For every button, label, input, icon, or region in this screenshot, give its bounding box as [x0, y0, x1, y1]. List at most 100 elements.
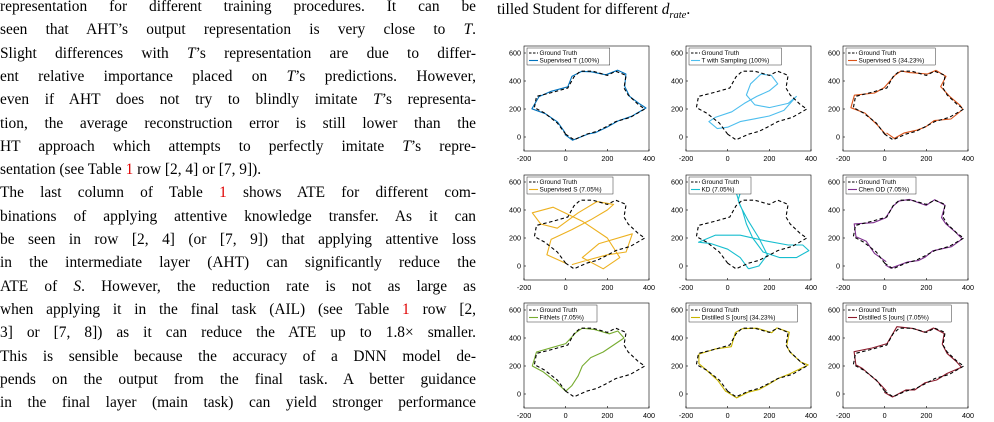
x-tick-label: 400: [962, 283, 974, 292]
x-tick-label: 200: [920, 283, 932, 292]
y-tick-label: 200: [828, 105, 840, 114]
legend-label-ground-truth: Ground Truth: [859, 179, 897, 186]
estimated-trajectory: [531, 201, 633, 270]
y-tick-label: 400: [671, 206, 683, 215]
body-text-line: ent relative importance placed on T’s pr…: [0, 68, 476, 86]
y-tick-label: 400: [828, 206, 840, 215]
body-text-line: representation for different training pr…: [0, 0, 476, 16]
y-tick-label: 600: [671, 49, 683, 58]
y-tick-label: 600: [509, 49, 521, 58]
x-tick-label: -200: [679, 154, 693, 163]
y-tick-label: 0: [679, 262, 683, 271]
legend-label-estimate: KD (7.05%): [702, 187, 735, 194]
table-reference-link[interactable]: 1: [125, 161, 134, 179]
body-text-line: binations of applying attentive knowledg…: [0, 208, 476, 226]
body-text-line: The last column of Table 1 shows ATE for…: [0, 184, 476, 202]
text-run: ATE of: [0, 277, 74, 295]
x-tick-label: 200: [920, 154, 932, 163]
y-tick-label: 400: [671, 77, 683, 86]
legend-label-ground-truth: Ground Truth: [702, 307, 740, 314]
body-text-line: when applying it in the final task (AIL)…: [0, 301, 476, 319]
text-run: T: [373, 91, 382, 109]
body-text-line: Slight differences with T’s representati…: [0, 45, 476, 63]
axes-box: [523, 174, 650, 281]
x-tick-label: 200: [920, 411, 932, 420]
text-run: HT approach which attempts to perfectly …: [0, 137, 403, 155]
trajectory-plot: -200 0 200 400 0 200 400 600 Ground Truth Supervi…: [509, 174, 655, 294]
figure-column: tilled Student for different drate. -200…: [497, 0, 994, 420]
x-tick-label: 0: [883, 411, 887, 420]
y-tick-label: 200: [828, 234, 840, 243]
x-tick-label: 200: [763, 154, 775, 163]
y-tick-label: 200: [828, 362, 840, 371]
x-tick-label: -200: [679, 283, 693, 292]
x-tick-label: 200: [601, 154, 613, 163]
body-text-column: representation for different training pr…: [0, 0, 478, 420]
y-tick-label: 400: [509, 206, 521, 215]
y-tick-label: 0: [517, 133, 521, 142]
legend-label-ground-truth: Ground Truth: [540, 179, 578, 186]
text-run: S: [73, 277, 82, 295]
table-reference-link[interactable]: 1: [402, 300, 410, 318]
estimated-trajectory: [531, 327, 625, 392]
text-run: ent relative importance placed on: [0, 67, 287, 85]
body-text-line: This is sensible because the accuracy of…: [0, 348, 476, 366]
ground-truth-trajectory: [695, 199, 808, 270]
x-tick-label: 400: [643, 154, 655, 163]
x-tick-label: -200: [836, 154, 850, 163]
axes-box: [685, 302, 812, 409]
ground-truth-trajectory: [695, 70, 808, 141]
plot-svg: -200 0 200 400 0 200 400 600 Ground TruthDistill…: [671, 302, 817, 420]
table-reference-link[interactable]: 1: [219, 184, 227, 202]
x-tick-label: 0: [883, 283, 887, 292]
y-tick-label: 200: [509, 105, 521, 114]
y-tick-label: 0: [836, 262, 840, 271]
trajectory-plot: -200 0 200 400 0 200 400 600 Ground Truth Supervi…: [509, 45, 655, 165]
text-run: row [2,: [409, 300, 476, 318]
x-tick-label: 200: [601, 411, 613, 420]
x-tick-label: -200: [679, 411, 693, 420]
legend-label-ground-truth: Ground Truth: [702, 50, 740, 57]
trajectory-plot: -200 0 200 400 0 200 400 600 Ground Truth KD (7.0…: [671, 174, 817, 294]
plot-svg: -200 0 200 400 0 200 400 600 Ground TruthDistill…: [828, 302, 974, 420]
y-tick-label: 0: [679, 390, 683, 399]
trajectory-plot: -200 0 200 400 0 200 400 600 Ground Truth FitNets…: [509, 302, 655, 422]
axes-box: [523, 302, 650, 409]
trajectory-plot: -200 0 200 400 0 200 400 600 Ground Truth Supervi…: [828, 45, 974, 165]
text-run: seen that AHT’s output representation is…: [0, 21, 464, 39]
text-run: be seen in row [2, 4] (or [7, 9]) that a…: [0, 231, 476, 248]
x-tick-label: 0: [564, 411, 568, 420]
legend-label-ground-truth: Ground Truth: [702, 179, 740, 186]
x-tick-label: 0: [564, 283, 568, 292]
body-text-line: be seen in row [2, 4] (or [7, 9]) that a…: [0, 231, 476, 249]
x-tick-label: 200: [763, 411, 775, 420]
axes-box: [842, 45, 969, 152]
legend-label-ground-truth: Ground Truth: [540, 307, 578, 314]
text-run: in the intermediate layer (AHT) can sign…: [0, 254, 476, 272]
x-tick-label: -200: [517, 411, 531, 420]
trajectory-plot: -200 0 200 400 0 200 400 600 Ground Truth Distill…: [828, 302, 974, 422]
x-tick-label: 200: [601, 283, 613, 292]
text-run: tion, the average reconstruction error i…: [0, 114, 476, 132]
y-tick-label: 200: [509, 234, 521, 243]
legend-label-ground-truth: Ground Truth: [859, 307, 897, 314]
x-tick-label: 400: [643, 411, 655, 420]
text-run: ’s representa-: [381, 91, 476, 109]
x-tick-label: 400: [962, 154, 974, 163]
body-text-line: ATE of S. However, the reduction rate is…: [0, 278, 476, 296]
text-run: . However, the reduction rate is not as …: [81, 277, 477, 295]
ground-truth-trajectory: [533, 199, 646, 270]
legend-label-estimate: Distilled S [ours] (34.23%): [702, 315, 776, 322]
text-run: when applying it in the final task (AIL)…: [0, 300, 403, 318]
x-tick-label: 400: [805, 154, 817, 163]
text-run: T: [463, 21, 473, 39]
x-tick-label: 400: [805, 411, 817, 420]
text-run: binations of applying attentive knowledg…: [0, 207, 476, 225]
axes-box: [842, 302, 969, 409]
